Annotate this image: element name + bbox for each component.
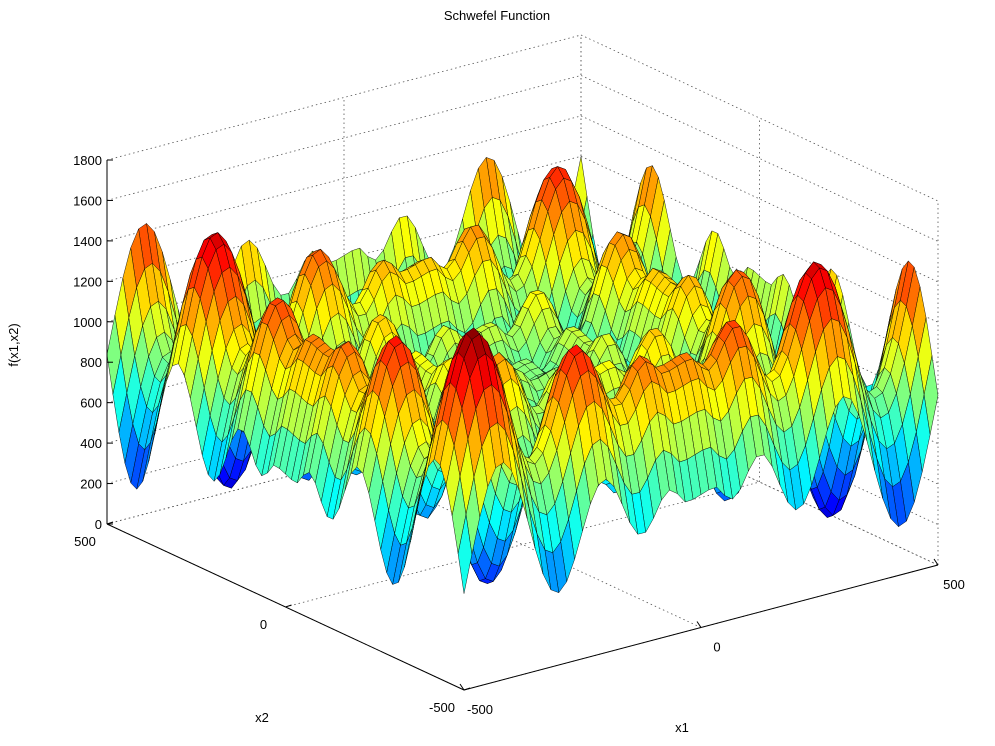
z-grid-line <box>106 317 582 444</box>
x-tick-mark <box>933 558 939 566</box>
z-grid-line <box>106 34 582 161</box>
z-grid-line <box>106 155 582 282</box>
y-tick-mark <box>463 687 471 691</box>
y-tick-mark <box>106 521 114 525</box>
tick-labels: 0 200 400 600 800 1000 1200 1400 1600 1800 -500 0 50… <box>73 153 965 717</box>
surface-cell <box>457 514 473 594</box>
z-grid-line <box>580 34 939 202</box>
x-tick-mark <box>459 683 465 691</box>
z-tick-label: 1600 <box>73 193 102 208</box>
y-tick-label: -500 <box>429 700 455 715</box>
x-axis-label: x1 <box>675 720 689 735</box>
x-tick-label: -500 <box>467 702 493 717</box>
z-tick-label: 0 <box>95 517 102 532</box>
y-grid-line <box>285 481 760 608</box>
surface-mesh <box>106 156 939 594</box>
z-tick-label: 400 <box>80 436 102 451</box>
z-grid-line <box>106 358 582 484</box>
x-tick-mark <box>696 621 702 628</box>
y-tick-mark <box>285 604 292 608</box>
z-tick-label: 1400 <box>73 234 102 249</box>
z-tick-label: 600 <box>80 396 102 411</box>
y-axis-label: x2 <box>255 710 269 725</box>
z-grid-line <box>106 115 582 242</box>
chart-title: Schwefel Function <box>444 8 550 23</box>
z-tick-label: 800 <box>80 355 102 370</box>
x-tick-label: 0 <box>713 640 720 655</box>
x-tick-label: 500 <box>943 577 965 592</box>
z-axis-label: f(x1,x2) <box>6 323 21 366</box>
y-grid-line <box>106 398 582 525</box>
z-tick-label: 1200 <box>73 274 102 289</box>
y-tick-label: 500 <box>74 534 96 549</box>
z-tick-label: 200 <box>80 477 102 492</box>
z-grid-line <box>106 75 582 201</box>
z-tick-label: 1000 <box>73 315 102 330</box>
z-tick-label: 1800 <box>73 153 102 168</box>
y-tick-label: 0 <box>260 617 267 632</box>
